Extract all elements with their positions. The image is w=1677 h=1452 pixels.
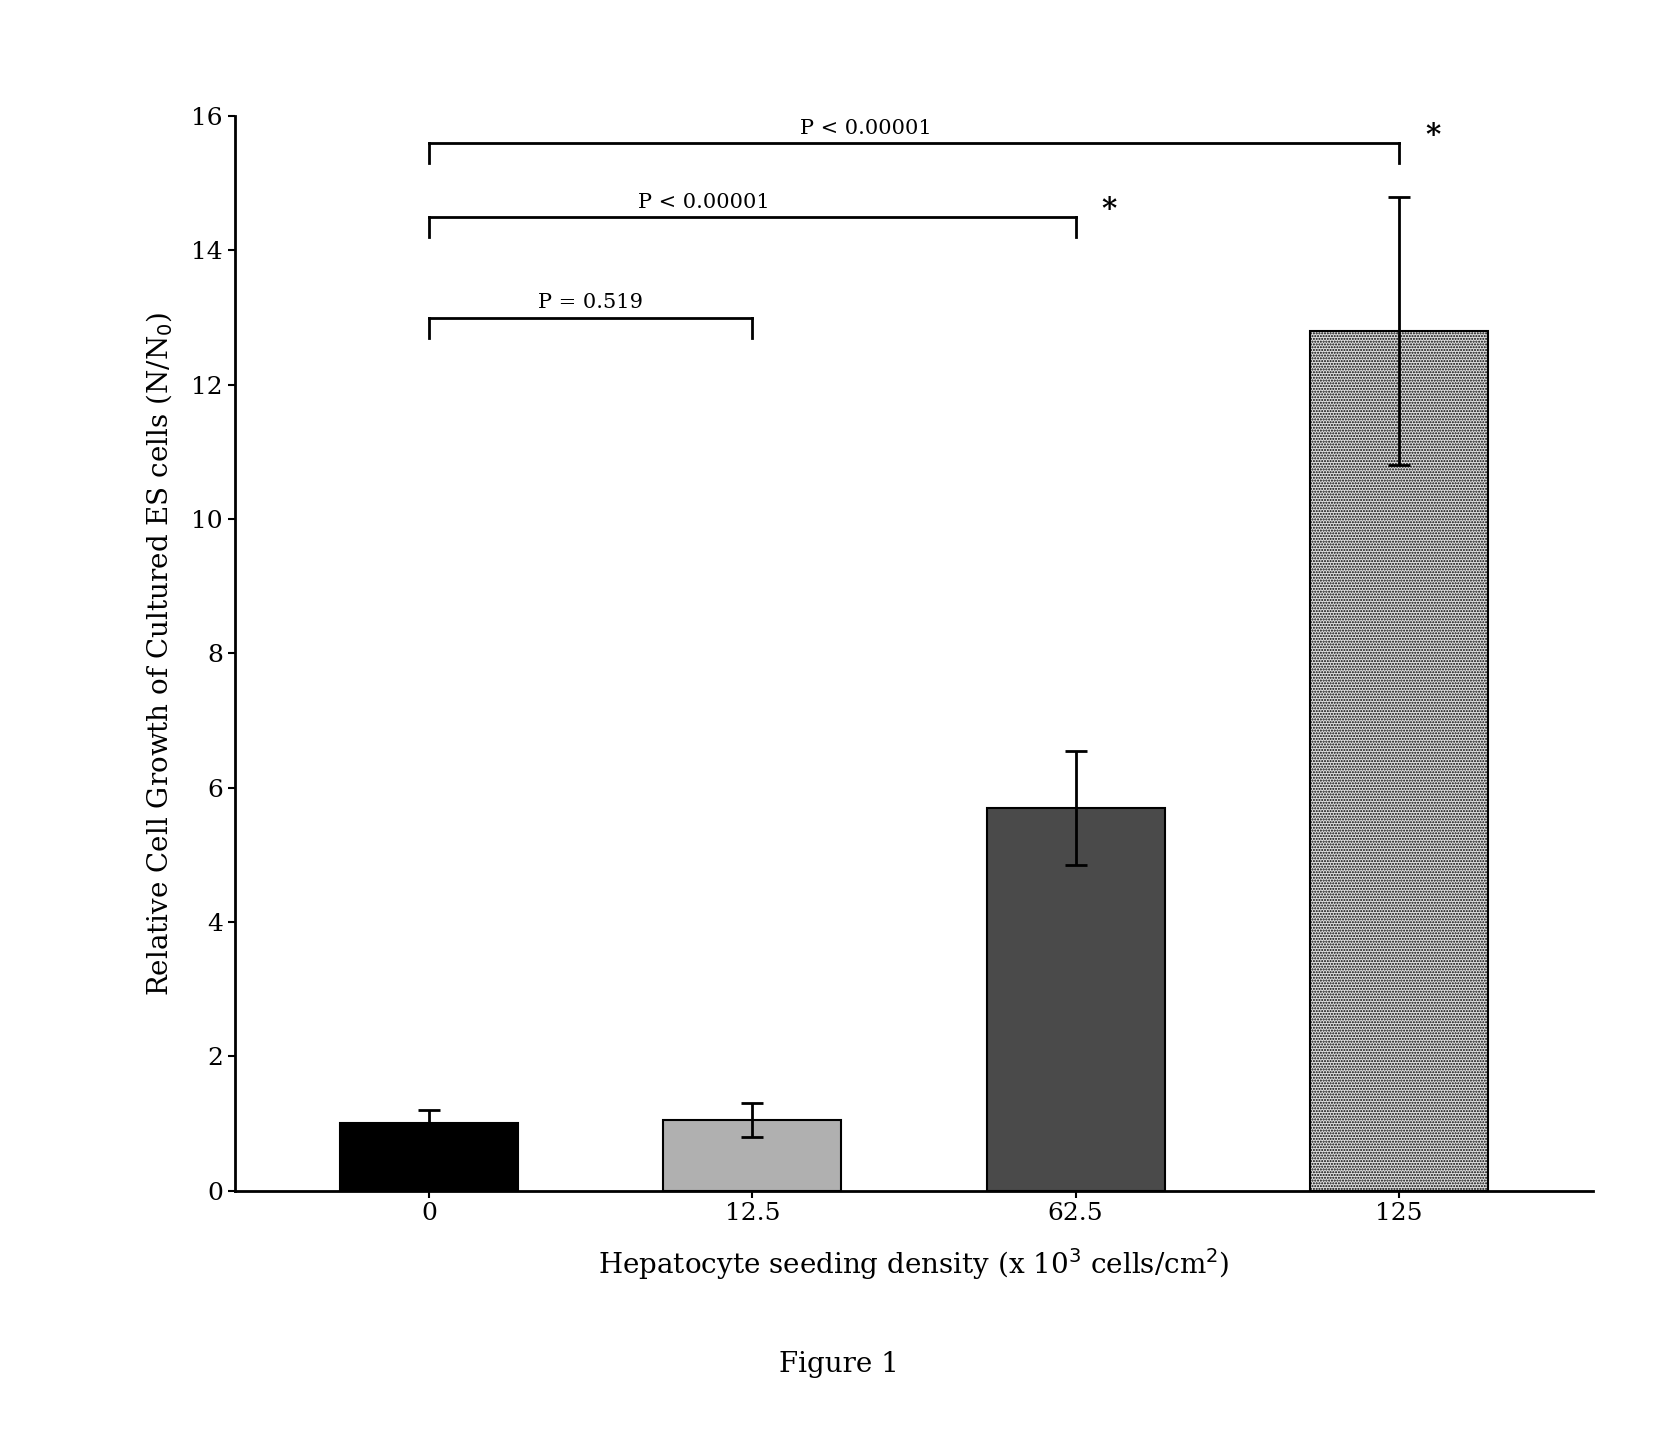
Text: P < 0.00001: P < 0.00001 — [637, 193, 770, 212]
Bar — [986, 807, 1164, 1191]
Text: Figure 1: Figure 1 — [778, 1352, 899, 1378]
Text: P = 0.519: P = 0.519 — [538, 293, 642, 312]
Y-axis label: Relative Cell Growth of Cultured ES cells (N/N$_0$): Relative Cell Growth of Cultured ES cell… — [144, 311, 174, 996]
Bar — [1310, 331, 1487, 1191]
Text: P < 0.00001: P < 0.00001 — [800, 119, 931, 138]
Text: *: * — [1102, 195, 1117, 224]
Text: *: * — [1425, 121, 1441, 150]
X-axis label: Hepatocyte seeding density (x 10$^3$ cells/cm$^2$): Hepatocyte seeding density (x 10$^3$ cel… — [599, 1246, 1229, 1282]
Bar — [664, 1119, 842, 1191]
Bar — [340, 1124, 518, 1191]
